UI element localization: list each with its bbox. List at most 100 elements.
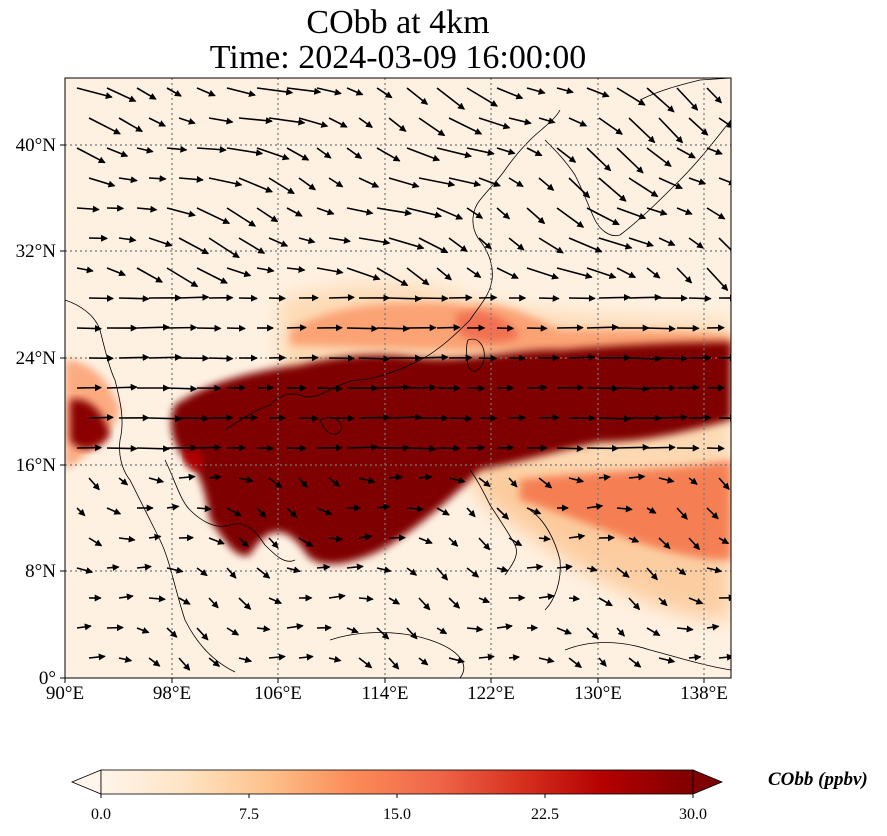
wind-arrow [628, 117, 656, 144]
wind-arrow [538, 535, 551, 543]
wind-arrow [268, 177, 295, 195]
wind-arrow [166, 267, 199, 288]
wind-arrow [166, 324, 198, 332]
wind-arrow [286, 87, 322, 95]
wind-arrow [688, 237, 704, 249]
wind-arrow [268, 597, 283, 605]
wind-arrow [646, 147, 672, 167]
lat-tick-label: 32°N [15, 241, 56, 262]
lon-tick-label: 106°E [254, 683, 302, 704]
wind-arrow [136, 323, 170, 331]
wind-arrow [706, 507, 719, 520]
wind-arrow [166, 503, 180, 511]
wind-arrow [688, 117, 709, 136]
wind-arrow [358, 595, 374, 603]
wind-arrow [238, 597, 252, 610]
wind-arrow [556, 627, 572, 635]
wind-arrow [238, 537, 249, 548]
colorbar-extend-low [70, 769, 102, 795]
wind-arrow [448, 537, 459, 547]
wind-arrow [148, 476, 165, 484]
wind-arrow [286, 207, 303, 217]
wind-arrow [556, 563, 573, 571]
wind-arrow [106, 383, 138, 391]
wind-arrow [436, 87, 465, 110]
wind-arrow [616, 567, 630, 578]
wind-arrow [586, 503, 604, 511]
lat-tick-label: 16°N [15, 455, 56, 476]
wind-arrow [328, 177, 344, 188]
wind-arrow [238, 117, 273, 125]
wind-arrow [226, 87, 256, 98]
wind-arrow [628, 536, 640, 543]
wind-arrow [178, 414, 210, 422]
wind-arrow [418, 353, 449, 361]
lon-tick-label: 130°E [574, 683, 622, 704]
wind-arrow [346, 325, 379, 333]
wind-arrow [718, 237, 731, 257]
wind-arrow [256, 87, 294, 96]
wind-arrow [418, 597, 431, 611]
wind-arrow [136, 445, 170, 453]
wind-arrow [568, 117, 588, 127]
wind-arrow [478, 294, 498, 302]
wind-arrow [328, 236, 351, 244]
wind-arrow [328, 117, 348, 128]
wind-arrow [358, 177, 380, 188]
wind-arrow [196, 87, 216, 97]
wind-arrow [118, 477, 129, 486]
wind-arrow [118, 295, 150, 303]
wind-arrow [196, 567, 208, 577]
wind-arrow [466, 267, 482, 278]
wind-arrow [496, 444, 515, 452]
wind-arrow [706, 623, 720, 631]
colorbar-tick-label: 30.0 [679, 806, 707, 823]
wind-arrow [538, 117, 556, 125]
wind-arrow [466, 384, 486, 392]
wind-arrow [166, 566, 184, 574]
wind-arrow [688, 597, 704, 605]
wind-arrow [268, 237, 289, 247]
wind-arrow [316, 87, 342, 96]
wind-arrow [586, 207, 620, 226]
wind-arrow [316, 147, 332, 159]
wind-arrow [478, 177, 501, 187]
wind-arrow [376, 87, 393, 99]
wind-arrow [208, 117, 234, 125]
wind-arrow [358, 237, 391, 246]
wind-arrow [256, 567, 271, 579]
wind-arrow [196, 505, 212, 513]
wind-arrow [658, 117, 684, 144]
wind-arrow [646, 443, 676, 451]
wind-arrow [208, 177, 243, 188]
wind-arrow [328, 535, 344, 543]
wind-arrow [256, 266, 275, 274]
wind-arrow [148, 533, 162, 541]
wind-arrow [346, 443, 379, 451]
wind-arrow [448, 597, 461, 609]
wind-arrow [178, 293, 210, 301]
colorbar-gradient [100, 769, 694, 795]
wind-arrow [568, 353, 596, 361]
wind-arrow [508, 117, 532, 126]
wind-arrow [346, 563, 364, 571]
wind-arrow [388, 237, 425, 250]
wind-arrow [88, 537, 103, 547]
wind-arrow [556, 445, 584, 453]
wind-arrow [406, 505, 424, 513]
wind-arrow [556, 87, 574, 95]
wind-arrow [436, 267, 452, 281]
wind-arrow [676, 625, 694, 633]
wind-arrow [706, 566, 723, 574]
wind-arrow [646, 325, 676, 333]
wind-arrow [586, 267, 617, 279]
wind-arrow [466, 207, 484, 219]
map-frame [64, 77, 732, 679]
wind-arrow [658, 354, 688, 362]
wind-arrow [676, 147, 696, 159]
wind-arrow [298, 537, 314, 547]
colorbar-tick-label: 22.5 [531, 806, 559, 823]
wind-arrow [208, 657, 221, 667]
wind-arrow [688, 537, 701, 551]
wind-arrow [268, 117, 306, 126]
